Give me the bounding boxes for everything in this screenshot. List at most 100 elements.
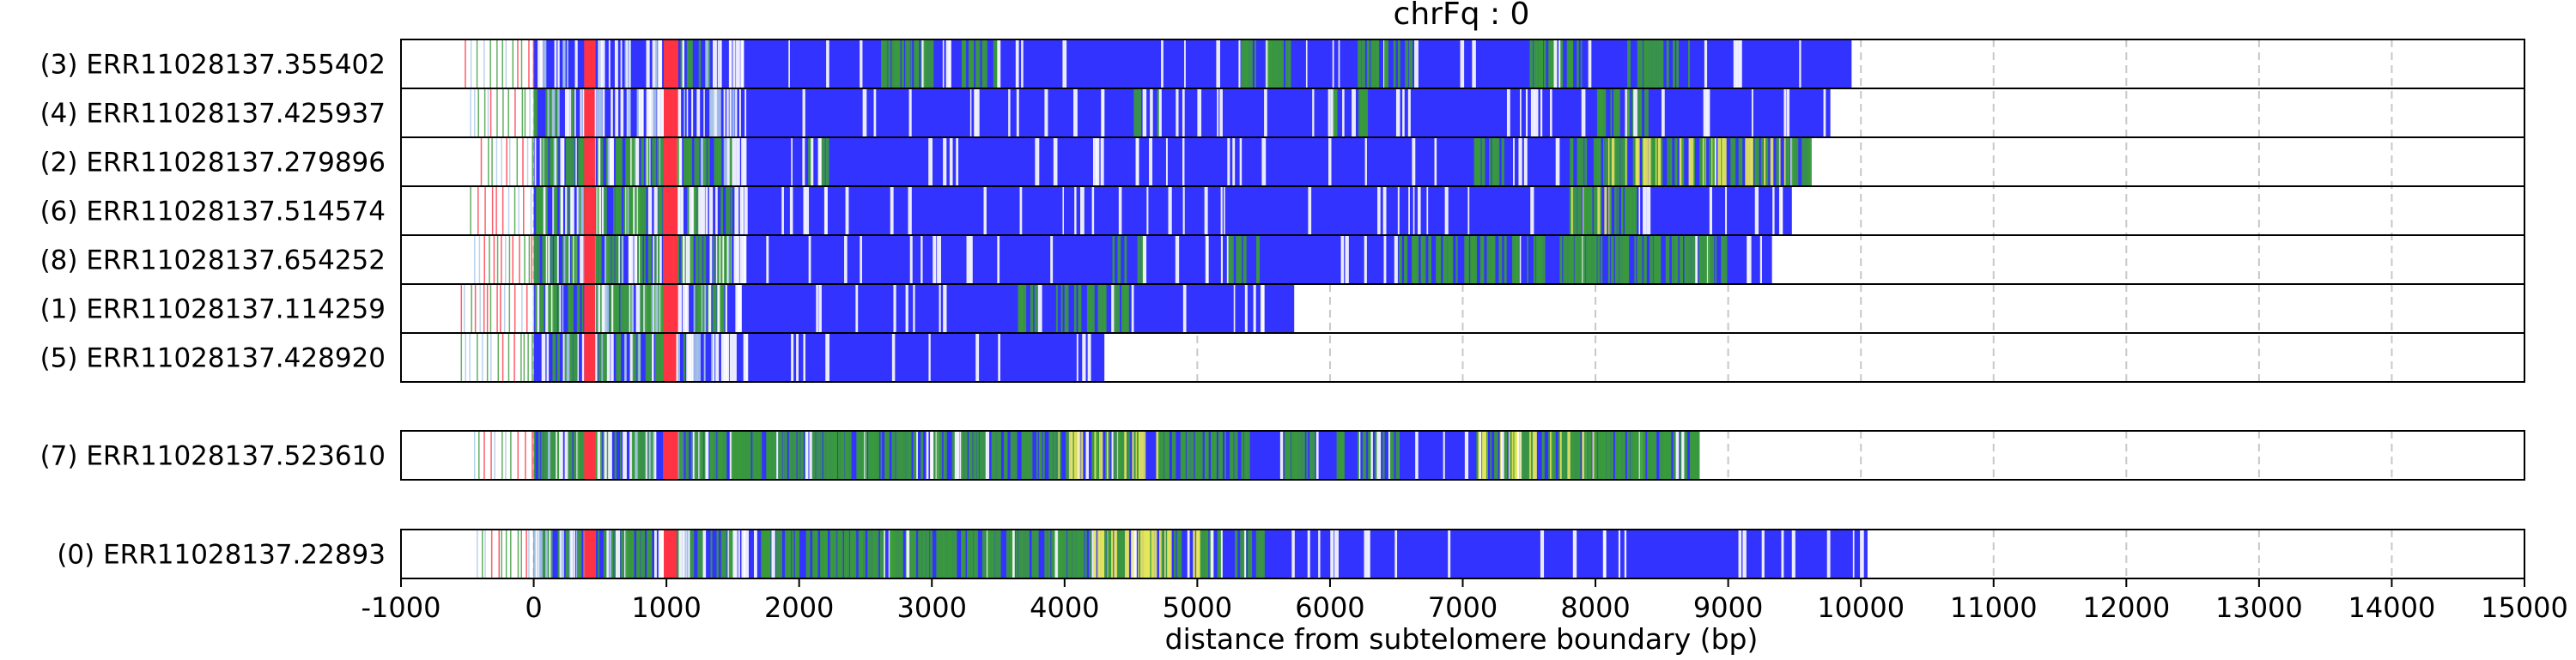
repeat-mark [635,137,640,186]
repeat-mark [1778,137,1781,186]
repeat-mark [545,284,550,333]
repeat-mark [1673,39,1675,88]
repeat-mark [538,431,541,480]
repeat-mark [1551,431,1553,480]
repeat-mark [1674,137,1677,186]
repeat-mark [757,431,762,480]
x-tick-label: 2000 [764,591,834,624]
repeat-mark [1144,431,1146,480]
repeat-mark [726,186,731,235]
repeat-mark [801,431,804,480]
repeat-mark [969,431,973,480]
read-track: (4) ERR11028137.425937 [40,88,2525,138]
repeat-mark [592,88,595,137]
repeat-mark [1417,186,1421,235]
repeat-mark [744,137,747,186]
repeat-mark [578,431,581,480]
repeat-mark [1312,88,1315,137]
repeat-mark [546,333,550,382]
repeat-mark [1588,39,1592,88]
repeat-mark [802,88,805,137]
repeat-mark [1161,39,1163,88]
repeat-mark [490,333,492,382]
repeat-mark [631,284,635,333]
repeat-mark [672,186,676,235]
repeat-mark [1625,186,1628,235]
repeat-mark [570,186,573,235]
repeat-mark [592,235,595,284]
repeat-mark [1759,235,1763,284]
repeat-mark [1093,137,1095,186]
repeat-mark [1464,431,1469,480]
repeat-mark [859,431,861,480]
repeat-mark [1058,431,1060,480]
repeat-mark [1187,530,1190,578]
repeat-mark [528,530,530,578]
repeat-mark [533,235,538,284]
repeat-mark [848,431,852,480]
repeat-mark [884,39,888,88]
repeat-mark [1240,530,1242,578]
repeat-mark [587,284,591,333]
repeat-mark [1397,186,1400,235]
repeat-mark [1515,235,1519,284]
repeat-mark [543,39,547,88]
repeat-mark [664,137,667,186]
repeat-mark [1597,88,1601,137]
repeat-mark [1722,235,1728,284]
repeat-mark [1679,235,1683,284]
repeat-mark [638,88,643,137]
repeat-mark [541,39,544,88]
repeat-mark [1537,235,1541,284]
repeat-mark [691,88,694,137]
repeat-mark [705,431,709,480]
repeat-mark [501,431,503,480]
repeat-mark [1053,431,1057,480]
repeat-mark [568,431,570,480]
repeat-mark [802,137,805,186]
repeat-mark [693,284,696,333]
repeat-mark [551,431,555,480]
repeat-mark [1101,88,1103,137]
repeat-mark [667,186,671,235]
repeat-mark [1117,235,1121,284]
repeat-mark [477,186,479,235]
repeat-mark [590,284,593,333]
repeat-mark [872,431,878,480]
repeat-mark [908,431,912,480]
repeat-mark [1182,88,1185,137]
repeat-mark [1650,137,1653,186]
repeat-mark [1611,137,1616,186]
repeat-mark [1464,235,1468,284]
repeat-mark [678,530,683,578]
repeat-mark [677,88,682,137]
repeat-mark [658,235,660,284]
repeat-mark [1668,431,1672,480]
repeat-mark [574,39,578,88]
repeat-mark [1633,88,1638,137]
repeat-mark [678,137,682,186]
repeat-mark [729,137,732,186]
repeat-mark [1135,137,1139,186]
repeat-mark [1579,235,1583,284]
repeat-mark [1352,88,1356,137]
repeat-mark [642,186,647,235]
repeat-mark [1560,39,1564,88]
repeat-mark [816,284,818,333]
repeat-mark [805,530,811,578]
repeat-mark [1540,88,1543,137]
repeat-mark [491,137,493,186]
repeat-mark [1589,186,1593,235]
repeat-mark [1073,284,1077,333]
repeat-mark [1530,88,1535,137]
repeat-mark [1249,39,1253,88]
read-track: (5) ERR11028137.428920 [40,332,2525,383]
repeat-mark [1690,137,1694,186]
repeat-mark [981,39,985,88]
repeat-mark [979,431,982,480]
repeat-mark [918,530,921,578]
repeat-mark [1620,137,1623,186]
repeat-mark [720,431,723,480]
repeat-mark [1520,88,1522,137]
repeat-mark [1200,431,1203,480]
